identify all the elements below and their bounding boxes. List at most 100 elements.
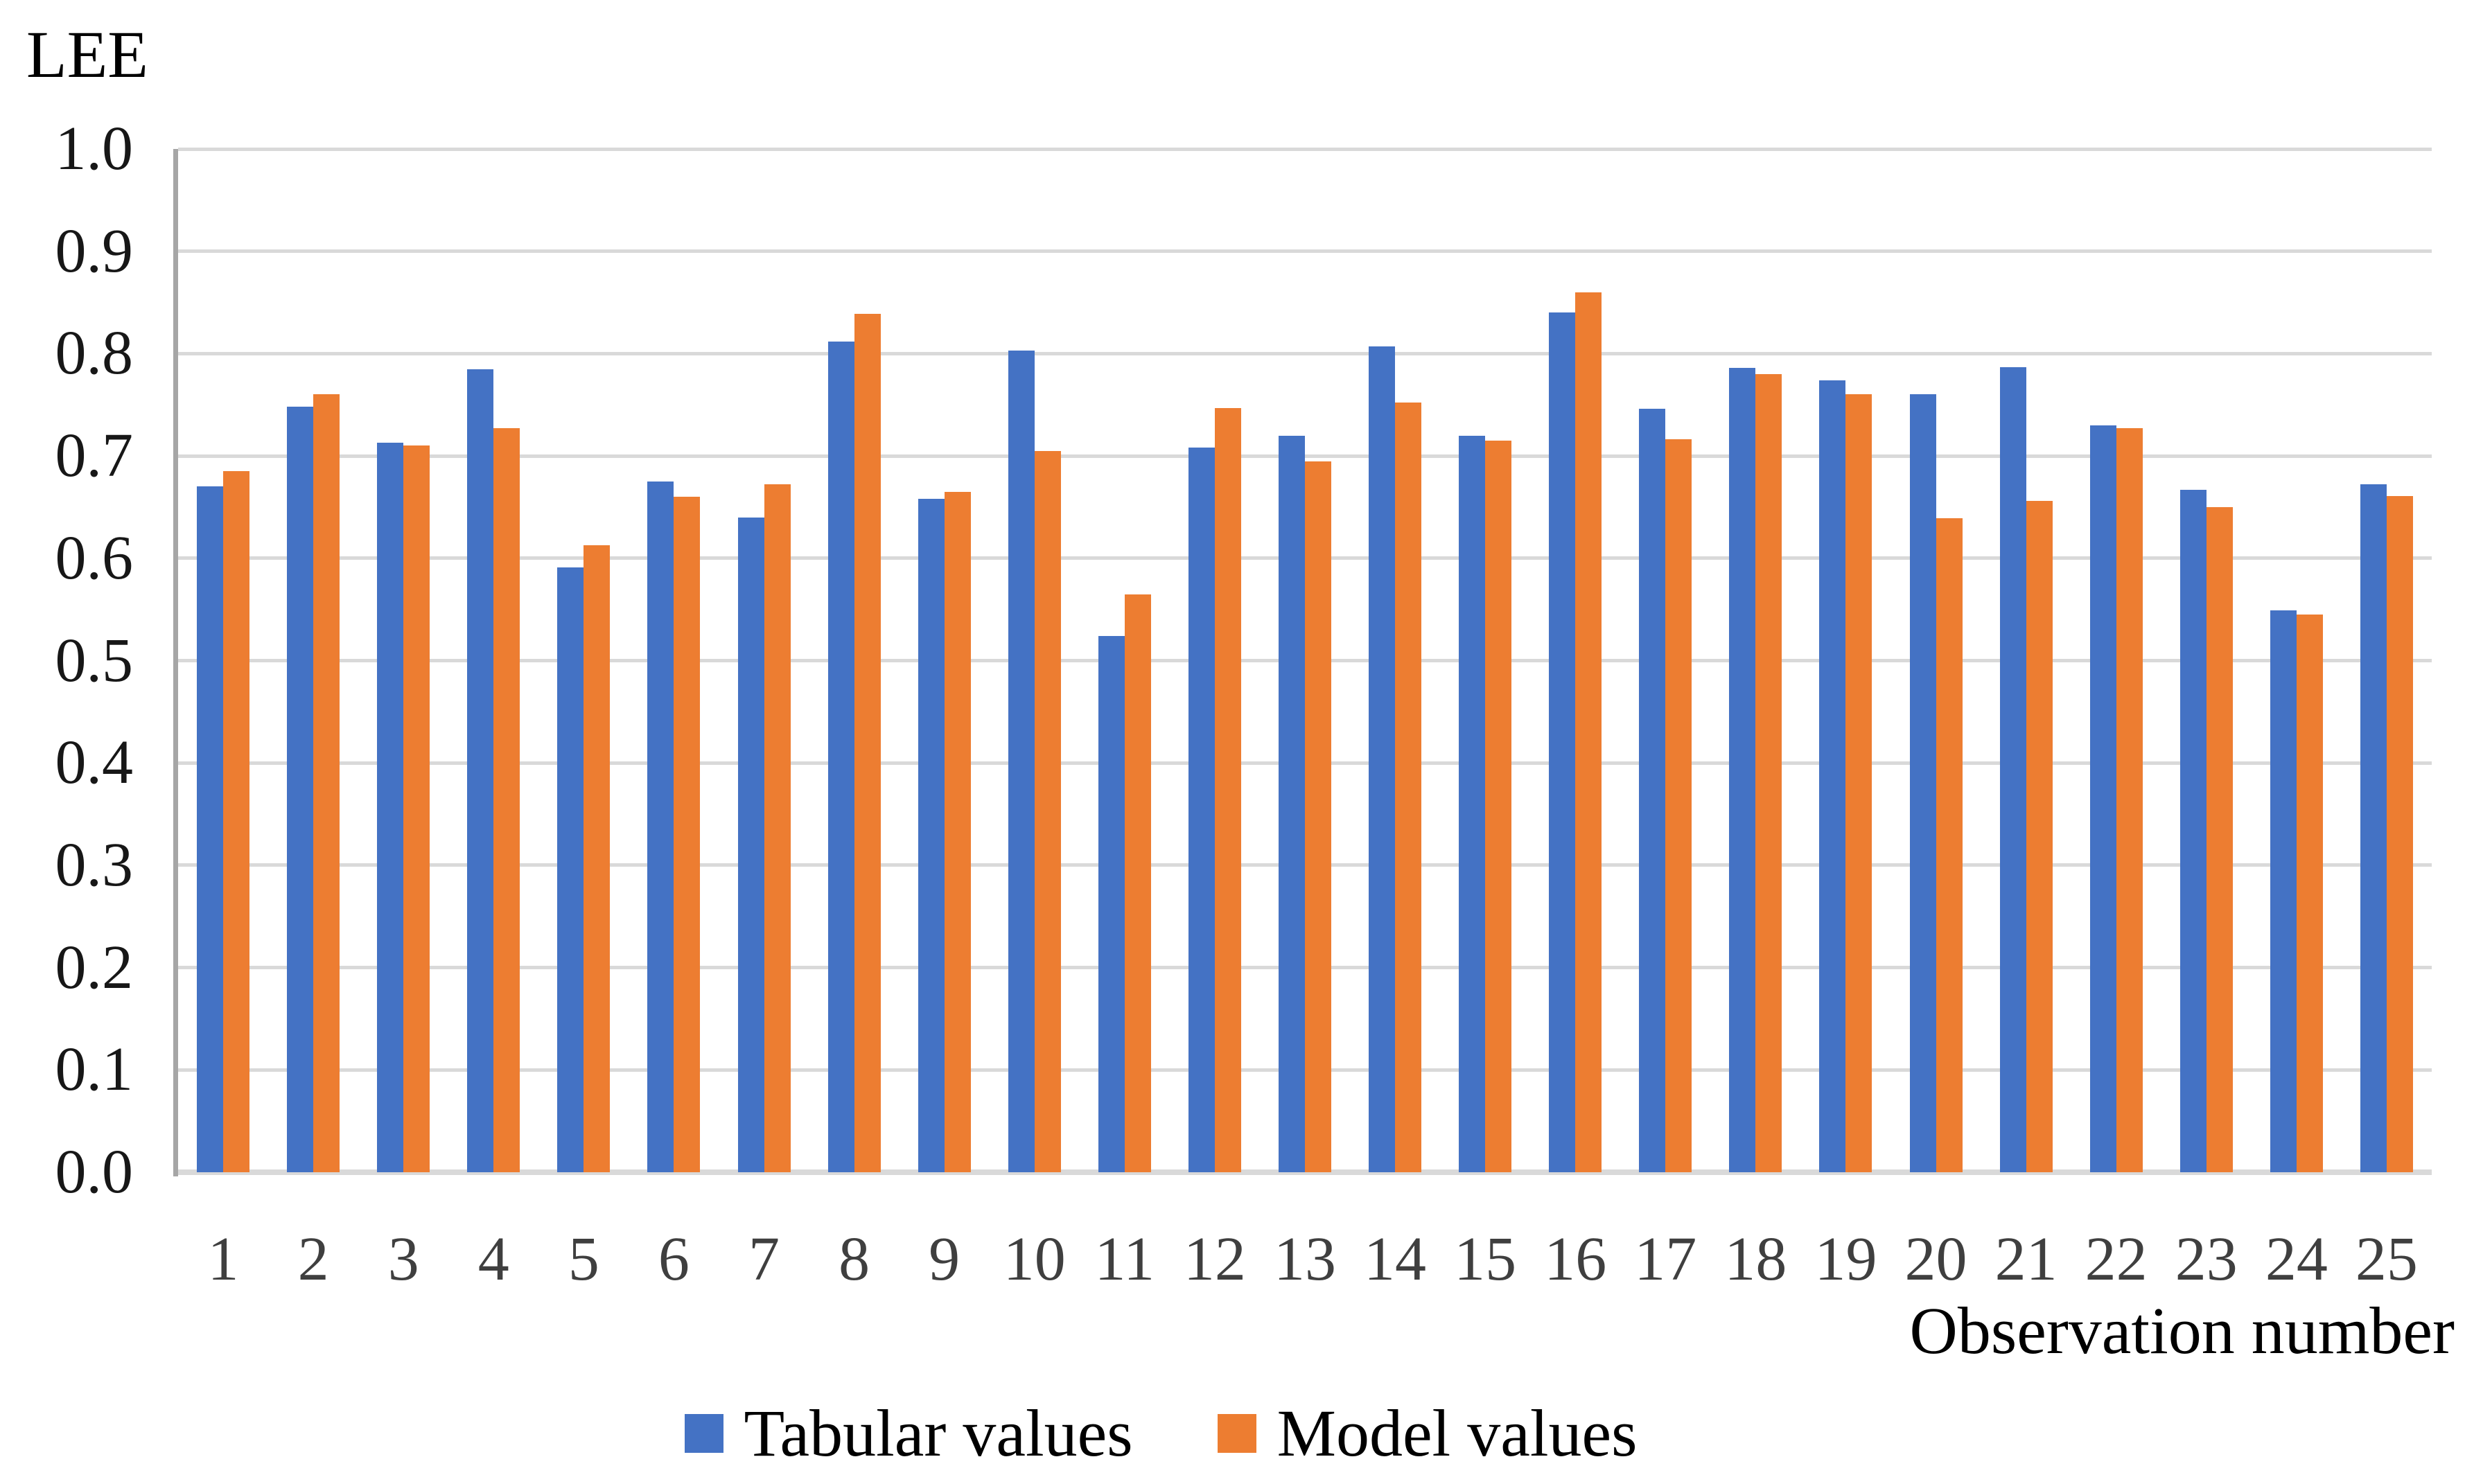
bar-tabular-25 bbox=[2360, 484, 2387, 1172]
bar-model-10 bbox=[1034, 450, 1061, 1172]
y-tick-label-0.5: 0.5 bbox=[55, 626, 134, 695]
y-tick-label-0.1: 0.1 bbox=[55, 1035, 134, 1104]
bar-group-25 bbox=[2342, 149, 2432, 1172]
bar-model-5 bbox=[584, 545, 611, 1172]
bar-tabular-9 bbox=[918, 499, 945, 1172]
bar-model-13 bbox=[1304, 461, 1331, 1172]
x-tick-label-14: 14 bbox=[1364, 1225, 1427, 1293]
x-tick-label-10: 10 bbox=[1003, 1225, 1066, 1293]
bar-model-7 bbox=[764, 484, 791, 1172]
x-tick-label-17: 17 bbox=[1634, 1225, 1697, 1293]
bar-group-6 bbox=[629, 149, 719, 1172]
x-tick-label-18: 18 bbox=[1724, 1225, 1787, 1293]
x-tick-label-5: 5 bbox=[568, 1225, 599, 1293]
bar-model-12 bbox=[1214, 407, 1241, 1172]
bar-group-17 bbox=[1620, 149, 1710, 1172]
bar-group-21 bbox=[1981, 149, 2071, 1172]
legend-swatch-model-values bbox=[1217, 1413, 1256, 1453]
gridline-0.9 bbox=[178, 249, 2432, 254]
bar-group-13 bbox=[1260, 149, 1350, 1172]
bar-model-18 bbox=[1755, 373, 1782, 1172]
x-tick-label-24: 24 bbox=[2265, 1225, 2328, 1293]
x-axis-title: Observation number bbox=[1909, 1293, 2455, 1368]
x-tick-labels: 1 2 3 4 5 6 7 8 9 10 11 12 13 14 15 16 17 18 19 20 21 22 23 24 2… bbox=[178, 1225, 2432, 1294]
plot-area bbox=[173, 147, 2432, 1176]
bar-group-16 bbox=[1530, 149, 1620, 1172]
x-tick-label-8: 8 bbox=[839, 1225, 870, 1293]
bar-group-22 bbox=[2071, 149, 2161, 1172]
bar-model-25 bbox=[2386, 495, 2413, 1172]
bar-model-9 bbox=[944, 491, 971, 1172]
bar-model-23 bbox=[2206, 506, 2233, 1172]
gridline-0.7 bbox=[178, 454, 2432, 458]
bar-group-20 bbox=[1890, 149, 1981, 1172]
bar-model-1 bbox=[223, 471, 250, 1172]
x-tick-label-4: 4 bbox=[477, 1225, 509, 1293]
bar-model-17 bbox=[1665, 439, 1692, 1172]
bar-tabular-4 bbox=[467, 369, 494, 1172]
y-tick-label-0.8: 0.8 bbox=[55, 319, 134, 388]
legend-item-tabular-values: Tabular values bbox=[684, 1396, 1133, 1470]
x-tick-label-13: 13 bbox=[1273, 1225, 1336, 1293]
legend: Tabular values Model values bbox=[0, 1397, 2398, 1470]
bar-model-4 bbox=[493, 428, 520, 1172]
bar-model-20 bbox=[1936, 518, 1963, 1172]
x-tick-label-19: 19 bbox=[1814, 1225, 1877, 1293]
bar-tabular-1 bbox=[197, 486, 224, 1172]
x-tick-label-6: 6 bbox=[658, 1225, 690, 1293]
bar-group-2 bbox=[268, 149, 358, 1172]
bar-group-15 bbox=[1440, 149, 1530, 1172]
bar-group-24 bbox=[2252, 149, 2342, 1172]
y-tick-label-0.6: 0.6 bbox=[55, 523, 134, 592]
x-tick-label-9: 9 bbox=[929, 1225, 960, 1293]
bar-model-19 bbox=[1845, 394, 1872, 1172]
bar-group-4 bbox=[448, 149, 538, 1172]
x-tick-label-22: 22 bbox=[2085, 1225, 2148, 1293]
bar-tabular-11 bbox=[1098, 636, 1125, 1172]
bar-group-19 bbox=[1800, 149, 1890, 1172]
bar-tabular-6 bbox=[647, 482, 674, 1172]
bar-model-2 bbox=[313, 394, 340, 1172]
bar-tabular-24 bbox=[2270, 610, 2297, 1172]
gridline-0.8 bbox=[178, 351, 2432, 355]
y-tick-label-0.0: 0.0 bbox=[55, 1138, 134, 1206]
x-tick-label-11: 11 bbox=[1094, 1225, 1155, 1293]
gridline-0.0 bbox=[178, 1169, 2432, 1175]
bar-model-22 bbox=[2116, 428, 2143, 1172]
legend-label-tabular-values: Tabular values bbox=[744, 1396, 1133, 1470]
bar-group-23 bbox=[2161, 149, 2252, 1172]
y-tick-label-0.3: 0.3 bbox=[55, 830, 134, 899]
x-tick-label-25: 25 bbox=[2355, 1225, 2418, 1293]
x-tick-label-2: 2 bbox=[297, 1225, 329, 1293]
gridline-1.0 bbox=[178, 147, 2432, 151]
bar-model-15 bbox=[1485, 440, 1512, 1172]
bar-model-24 bbox=[2296, 615, 2323, 1172]
x-tick-label-7: 7 bbox=[748, 1225, 780, 1293]
y-tick-label-0.9: 0.9 bbox=[55, 216, 134, 285]
bar-group-7 bbox=[719, 149, 809, 1172]
bar-tabular-15 bbox=[1459, 435, 1486, 1172]
x-tick-label-12: 12 bbox=[1183, 1225, 1246, 1293]
y-axis-title: LEE bbox=[26, 17, 148, 91]
bar-tabular-2 bbox=[287, 407, 314, 1172]
bar-model-8 bbox=[854, 313, 881, 1172]
bar-tabular-22 bbox=[2089, 425, 2116, 1172]
bar-group-14 bbox=[1350, 149, 1440, 1172]
x-tick-label-20: 20 bbox=[1904, 1225, 1967, 1293]
y-tick-label-1.0: 1.0 bbox=[55, 114, 134, 183]
x-tick-label-1: 1 bbox=[207, 1225, 239, 1293]
x-tick-label-21: 21 bbox=[1994, 1225, 2058, 1293]
legend-item-model-values: Model values bbox=[1217, 1397, 1637, 1470]
bar-group-18 bbox=[1710, 149, 1800, 1172]
bar-group-11 bbox=[1080, 149, 1170, 1172]
bar-group-1 bbox=[178, 149, 268, 1172]
bar-tabular-21 bbox=[1999, 366, 2026, 1172]
bar-model-16 bbox=[1575, 292, 1602, 1172]
x-tick-label-23: 23 bbox=[2175, 1225, 2238, 1293]
bar-tabular-23 bbox=[2179, 489, 2207, 1172]
x-tick-label-16: 16 bbox=[1544, 1225, 1607, 1293]
bar-model-14 bbox=[1395, 403, 1422, 1172]
y-tick-label-0.4: 0.4 bbox=[55, 728, 134, 797]
bar-group-10 bbox=[990, 149, 1080, 1172]
